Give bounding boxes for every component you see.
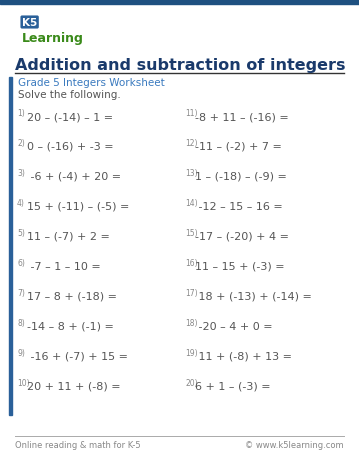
Text: 5): 5) xyxy=(17,229,25,238)
Text: 1): 1) xyxy=(17,109,25,118)
Text: 11 – 15 + (-3) =: 11 – 15 + (-3) = xyxy=(195,262,285,271)
Text: 18): 18) xyxy=(185,319,197,327)
Text: 9): 9) xyxy=(17,348,25,357)
Text: -16 + (-7) + 15 =: -16 + (-7) + 15 = xyxy=(27,351,128,361)
Text: 18 + (-13) + (-14) =: 18 + (-13) + (-14) = xyxy=(195,291,312,301)
Text: -20 – 4 + 0 =: -20 – 4 + 0 = xyxy=(195,321,272,332)
Text: Learning: Learning xyxy=(22,32,84,45)
Text: 8): 8) xyxy=(17,319,25,327)
Text: 7): 7) xyxy=(17,288,25,297)
Text: 17 – 8 + (-18) =: 17 – 8 + (-18) = xyxy=(27,291,117,301)
Text: 11 + (-8) + 13 =: 11 + (-8) + 13 = xyxy=(195,351,292,361)
Text: 15): 15) xyxy=(185,229,197,238)
Text: 4): 4) xyxy=(17,199,25,207)
Text: 20 – (-14) – 1 =: 20 – (-14) – 1 = xyxy=(27,112,113,122)
Text: 1 – (-18) – (-9) =: 1 – (-18) – (-9) = xyxy=(195,172,287,181)
Text: 12): 12) xyxy=(185,139,197,148)
Text: 6): 6) xyxy=(17,258,25,268)
Text: Online reading & math for K-5: Online reading & math for K-5 xyxy=(15,440,141,449)
Text: 3): 3) xyxy=(17,169,25,178)
Text: Solve the following.: Solve the following. xyxy=(18,90,121,100)
Text: 2): 2) xyxy=(17,139,25,148)
Text: 11 – (-7) + 2 =: 11 – (-7) + 2 = xyxy=(27,232,110,242)
Bar xyxy=(9,78,12,415)
Text: 16): 16) xyxy=(185,258,197,268)
Text: 20): 20) xyxy=(185,378,197,387)
Text: K5: K5 xyxy=(22,18,37,28)
Text: 10): 10) xyxy=(17,378,30,387)
Text: 20 + 11 + (-8) =: 20 + 11 + (-8) = xyxy=(27,381,121,391)
Text: 11): 11) xyxy=(185,109,197,118)
Text: 0 – (-16) + -3 =: 0 – (-16) + -3 = xyxy=(27,142,114,152)
Bar xyxy=(0,0,359,5)
Text: -6 + (-4) + 20 =: -6 + (-4) + 20 = xyxy=(27,172,121,181)
Text: 14): 14) xyxy=(185,199,197,207)
Text: -14 – 8 + (-1) =: -14 – 8 + (-1) = xyxy=(27,321,114,332)
Text: -8 + 11 – (-16) =: -8 + 11 – (-16) = xyxy=(195,112,289,122)
Text: Addition and subtraction of integers: Addition and subtraction of integers xyxy=(15,58,345,73)
Text: -11 – (-2) + 7 =: -11 – (-2) + 7 = xyxy=(195,142,282,152)
Text: © www.k5learning.com: © www.k5learning.com xyxy=(245,440,344,449)
Text: 15 + (-11) – (-5) =: 15 + (-11) – (-5) = xyxy=(27,201,129,212)
Text: 6 + 1 – (-3) =: 6 + 1 – (-3) = xyxy=(195,381,271,391)
Text: Grade 5 Integers Worksheet: Grade 5 Integers Worksheet xyxy=(18,78,165,88)
Text: 13): 13) xyxy=(185,169,197,178)
Text: 17): 17) xyxy=(185,288,197,297)
Text: -12 – 15 – 16 =: -12 – 15 – 16 = xyxy=(195,201,283,212)
Text: -17 – (-20) + 4 =: -17 – (-20) + 4 = xyxy=(195,232,289,242)
Text: -7 – 1 – 10 =: -7 – 1 – 10 = xyxy=(27,262,101,271)
Text: 19): 19) xyxy=(185,348,197,357)
